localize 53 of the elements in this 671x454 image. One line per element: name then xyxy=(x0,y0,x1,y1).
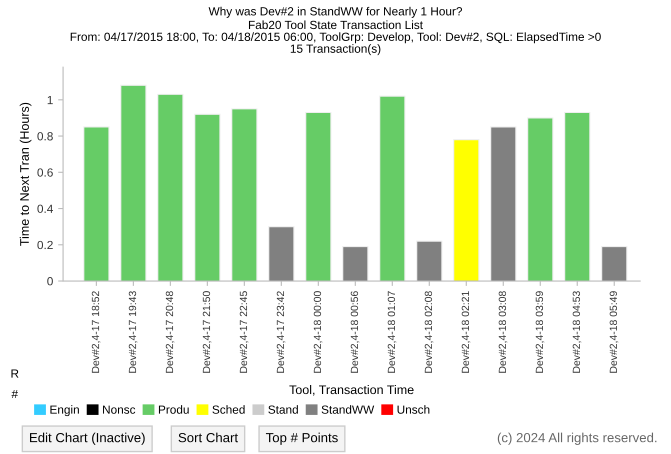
bar xyxy=(231,108,258,282)
x-tick-label: Dev#2,4-17 23:42 xyxy=(276,291,286,373)
x-axis-title: Tool, Transaction Time xyxy=(289,384,414,396)
x-tick-label: Dev#2,4-18 00:56 xyxy=(350,291,360,373)
x-tick-label: Dev#2,4-17 18:52 xyxy=(92,291,100,373)
text: # xyxy=(12,390,18,398)
legend-label: Stand xyxy=(268,405,298,414)
x-tick-label: Dev#2,4-18 02:08 xyxy=(424,291,434,373)
bar xyxy=(268,226,294,282)
bar xyxy=(453,139,480,282)
legend-label: Sched xyxy=(212,405,245,414)
x-tick-label: Dev#2,4-18 03:08 xyxy=(498,291,508,373)
x-tick-label: Dev#2,4-18 03:59 xyxy=(536,291,544,373)
x-tick-label: Dev#2,4-17 21:50 xyxy=(202,291,212,373)
y-tick-label: 0 xyxy=(47,277,53,286)
bar xyxy=(490,126,516,282)
x-tick-label: Dev#2,4-18 02:21 xyxy=(462,291,470,373)
bar xyxy=(120,84,146,282)
x-tick-label: Dev#2,4-17 20:48 xyxy=(166,291,174,373)
y-axis-title: Time to Next Tran (Hours) xyxy=(20,102,32,246)
text: Sort Chart xyxy=(178,432,238,442)
x-tick-label: Dev#2,4-18 05:49 xyxy=(610,291,618,373)
bar xyxy=(342,246,368,282)
bar xyxy=(157,94,184,282)
y-tick-label: 0.6 xyxy=(37,168,53,177)
legend-label: Nonsc xyxy=(103,406,136,414)
bar xyxy=(379,96,406,282)
legend-label: Engin xyxy=(50,405,79,416)
bar xyxy=(416,240,442,282)
bar xyxy=(305,112,332,282)
chart-subtitle: Fab20 Tool State Transaction List From: 04/17/2015 18:00, To: 04/18/2015 06:00, ToolGrp: Develop, Tool: Dev#2, SQL: ElapsedTime >0 15 Transaction(s) xyxy=(70,20,601,56)
x-tick-label: Dev#2,4-18 04:53 xyxy=(572,291,582,373)
legend-label: Unsch xyxy=(398,405,430,414)
bar xyxy=(601,246,628,282)
text: R xyxy=(11,369,18,378)
x-tick-label: Dev#2,4-18 00:00 xyxy=(314,291,322,373)
y-tick-label: 0.8 xyxy=(37,132,53,140)
text: (c) 2024 All rights reserved. xyxy=(498,432,656,445)
bar xyxy=(83,126,110,282)
y-tick-label: 0.4 xyxy=(37,204,54,213)
bar xyxy=(527,117,554,282)
bar xyxy=(194,114,220,282)
x-tick-label: Dev#2,4-17 19:43 xyxy=(128,291,138,373)
chart-title: Why was Dev#2 in StandWW for Nearly 1 Hour? xyxy=(208,6,462,18)
y-tick-label: 1 xyxy=(48,96,53,104)
text: Top # Points xyxy=(266,432,338,445)
text: Edit Chart (Inactive) xyxy=(30,432,145,445)
legend-label: Produ xyxy=(158,405,189,414)
bar xyxy=(564,112,590,282)
y-tick-label: 0.2 xyxy=(37,240,53,250)
legend-label: StandWW xyxy=(322,405,374,414)
x-tick-label: Dev#2,4-17 22:45 xyxy=(240,291,248,373)
x-tick-label: Dev#2,4-18 01:07 xyxy=(388,291,396,373)
